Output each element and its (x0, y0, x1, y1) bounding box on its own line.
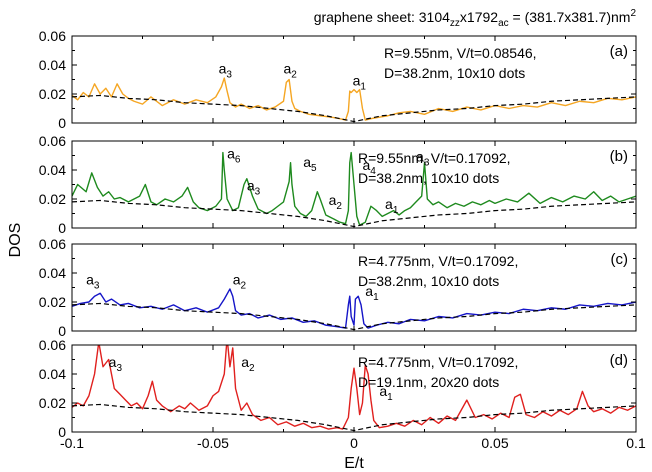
peak-label: a2 (329, 192, 343, 212)
y-tick-label: 0.06 (39, 28, 66, 44)
y-tick-label: 0.06 (39, 337, 66, 353)
peak-label: a1 (353, 72, 367, 92)
dos-line (72, 288, 636, 329)
y-tick-label: 0 (58, 323, 66, 339)
y-tick-label: 0.02 (39, 191, 66, 207)
panel-info-line: R=4.775nm, V/t=0.17092, (358, 354, 518, 370)
panel-tag: (a) (610, 43, 628, 60)
panel-info-line: R=9.55nm, V/t=0.08546, (384, 45, 537, 61)
peak-label: a6 (227, 145, 241, 165)
dos-line (72, 77, 636, 121)
reference-dashed-line (72, 94, 636, 123)
peak-label: a2 (241, 354, 255, 374)
panel-info-line: D=38.2nm, 10x10 dots (358, 170, 499, 186)
y-tick-label: 0.02 (39, 86, 66, 102)
y-tick-label: 0.06 (39, 236, 66, 252)
peak-label: a3 (109, 354, 123, 374)
panel-d: 0 0.02 0.04 0.06 (d) R=4.775nm, V/t=0.17092, D… (39, 337, 637, 440)
y-tick-label: 0 (58, 424, 66, 440)
reference-dashed-line (72, 199, 636, 228)
panel-c: 0 0.02 0.04 0.06 (c) R=4.775nm, V/t=0.17092, D… (39, 236, 637, 339)
x-tick-label: -0.1 (60, 435, 84, 451)
panel-info-line: D=38.2nm, 10x10 dots (384, 65, 525, 81)
x-tick-label: 0.1 (626, 435, 646, 451)
y-tick-label: 0.04 (39, 162, 66, 178)
dos-line (72, 151, 636, 226)
panel-tag: (b) (610, 148, 628, 165)
y-tick-label: 0.02 (39, 395, 66, 411)
y-tick-label: 0.06 (39, 133, 66, 149)
y-tick-label: 0 (58, 220, 66, 236)
figure-header: graphene sheet: 3104zzx1792ac = (381.7x3… (314, 8, 637, 29)
y-tick-label: 0.04 (39, 265, 66, 281)
peak-label: a3 (86, 272, 100, 292)
peak-label: a2 (233, 272, 247, 292)
y-axis-label: DOS (7, 223, 24, 258)
x-tick-label: -0.05 (197, 435, 229, 451)
panel-b: 0 0.02 0.04 0.06 (b) R=9.55nm, V/t=0.17092, D=… (39, 133, 637, 236)
peak-label: a1 (365, 283, 379, 303)
panel-info-line: D=38.2nm, 10x10 dots (358, 273, 499, 289)
peak-label: a3 (219, 61, 233, 81)
peak-label: a3 (416, 148, 430, 168)
x-tick-label: 0.05 (481, 435, 508, 451)
y-tick-label: 0.04 (39, 57, 66, 73)
panel-info-line: R=4.775nm, V/t=0.17092, (358, 253, 518, 269)
panel-tag: (c) (611, 251, 629, 268)
peak-label: a2 (284, 61, 298, 81)
panel-a: 0 0.02 0.04 0.06 (a) R=9.55nm, V/t=0.08546, D=… (39, 28, 637, 131)
peak-label: a5 (303, 154, 317, 174)
y-tick-label: 0.02 (39, 294, 66, 310)
y-tick-label: 0 (58, 115, 66, 131)
reference-dashed-line (72, 403, 636, 432)
x-axis-label: E/t (344, 455, 364, 472)
peak-label: a1 (385, 196, 399, 216)
dos-line (72, 345, 636, 430)
panel-frame (71, 344, 637, 433)
peak-label: a1 (379, 383, 393, 403)
panel-info-line: R=9.55nm, V/t=0.17092, (358, 150, 511, 166)
panel-info-line: D=19.1nm, 20x20 dots (358, 374, 499, 390)
x-tick-label: 0 (350, 435, 358, 451)
peak-label: a3 (247, 177, 261, 197)
panel-tag: (d) (610, 352, 628, 369)
y-tick-label: 0.04 (39, 366, 66, 382)
peak-label: a4 (362, 157, 376, 177)
